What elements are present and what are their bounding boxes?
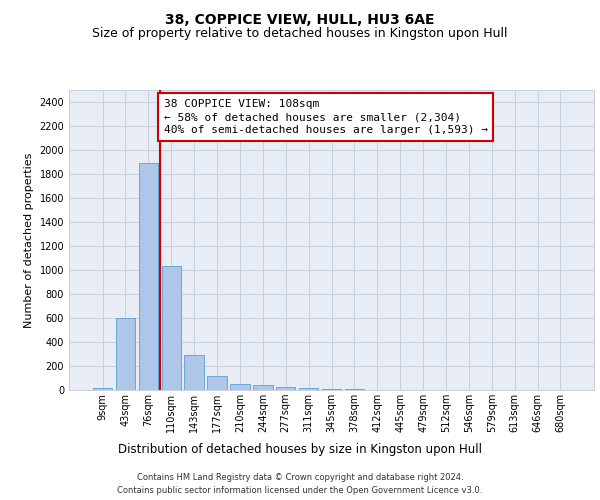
Bar [93, 388, 112, 390]
Bar [116, 318, 135, 390]
Bar [322, 389, 341, 390]
Bar [253, 385, 272, 390]
Text: Size of property relative to detached houses in Kingston upon Hull: Size of property relative to detached ho… [92, 28, 508, 40]
Bar [208, 376, 227, 390]
Text: 38, COPPICE VIEW, HULL, HU3 6AE: 38, COPPICE VIEW, HULL, HU3 6AE [165, 12, 435, 26]
Bar [139, 163, 158, 390]
Bar [184, 355, 204, 390]
Bar [276, 387, 295, 390]
Text: Contains HM Land Registry data © Crown copyright and database right 2024.: Contains HM Land Registry data © Crown c… [137, 472, 463, 482]
Text: Contains public sector information licensed under the Open Government Licence v3: Contains public sector information licen… [118, 486, 482, 495]
Y-axis label: Number of detached properties: Number of detached properties [24, 152, 34, 328]
Text: 38 COPPICE VIEW: 108sqm
← 58% of detached houses are smaller (2,304)
40% of semi: 38 COPPICE VIEW: 108sqm ← 58% of detache… [163, 99, 487, 136]
Bar [299, 388, 319, 390]
Bar [230, 384, 250, 390]
Bar [161, 266, 181, 390]
Text: Distribution of detached houses by size in Kingston upon Hull: Distribution of detached houses by size … [118, 442, 482, 456]
